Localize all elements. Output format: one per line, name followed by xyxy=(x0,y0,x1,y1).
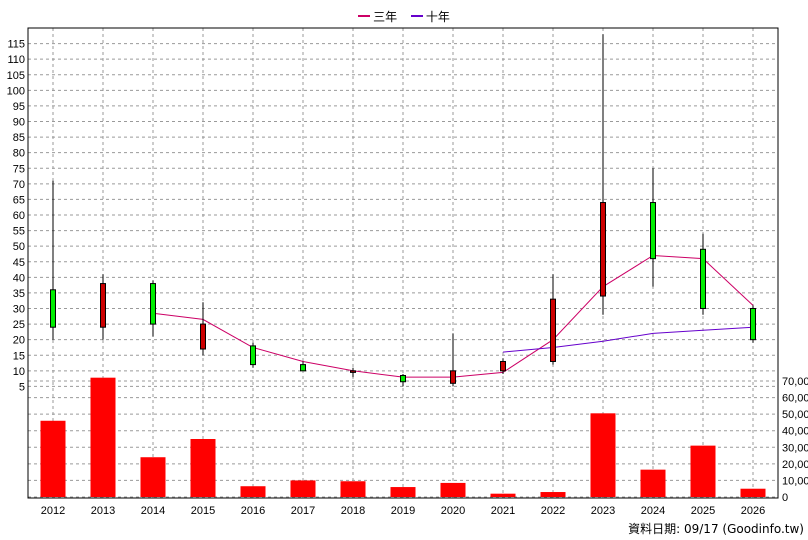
volume-tick-label: 40,000 xyxy=(782,426,808,438)
price-tick-label: 110 xyxy=(7,54,25,66)
volume-bar xyxy=(390,487,416,497)
volume-bar xyxy=(40,420,66,497)
candle-body xyxy=(550,298,556,362)
x-tick-label: 2019 xyxy=(391,505,415,517)
price-tick-label: 60 xyxy=(13,210,25,222)
price-tick-label: 80 xyxy=(13,148,25,160)
candle-body xyxy=(50,289,56,328)
x-tick-label: 2016 xyxy=(241,505,265,517)
candle-body xyxy=(400,375,406,383)
volume-bar xyxy=(590,413,616,497)
volume-tick-label: 0 xyxy=(782,492,788,504)
candle-body xyxy=(600,202,606,297)
source-note: 資料日期: 09/17 (Goodinfo.tw) xyxy=(628,522,804,536)
plot-frame xyxy=(27,27,779,499)
price-tick-label: 65 xyxy=(13,194,25,206)
volume-tick-label: 50,000 xyxy=(782,409,808,421)
price-tick-label: 35 xyxy=(13,288,25,300)
x-tick-label: 2021 xyxy=(491,505,515,517)
price-tick-label: 15 xyxy=(13,350,25,362)
price-tick-label: 55 xyxy=(13,226,25,238)
legend-label-three-year: 三年 xyxy=(373,9,398,24)
legend-item-ten-year: 十年 xyxy=(410,8,450,25)
price-tick-label: 90 xyxy=(13,117,25,129)
volume-bar xyxy=(690,445,716,497)
price-tick-label: 40 xyxy=(13,272,25,284)
volume-bar xyxy=(290,480,316,497)
price-tick-label: 25 xyxy=(13,319,25,331)
volume-bar xyxy=(240,486,266,497)
price-tick-label: 85 xyxy=(13,132,25,144)
volume-bar xyxy=(540,492,566,497)
candle-body xyxy=(300,364,306,372)
ten-year-line xyxy=(502,326,754,353)
candle-body xyxy=(500,360,506,372)
x-tick-label: 2026 xyxy=(741,505,765,517)
legend: 三年 十年 xyxy=(0,6,808,25)
price-tick-label: 75 xyxy=(13,163,25,175)
price-tick-label: 45 xyxy=(13,257,25,269)
price-tick-label: 105 xyxy=(7,70,25,82)
legend-swatch-ten-year xyxy=(410,15,423,17)
price-tick-label: 100 xyxy=(7,85,25,97)
price-tick-label: 5 xyxy=(19,381,25,393)
price-tick-label: 10 xyxy=(13,366,25,378)
x-tick-label: 2014 xyxy=(141,505,165,517)
x-tick-label: 2018 xyxy=(341,505,365,517)
legend-item-three-year: 三年 xyxy=(358,8,397,25)
volume-bar xyxy=(190,439,216,497)
price-tick-label: 95 xyxy=(13,101,25,113)
volume-bar xyxy=(140,457,166,497)
candle-body xyxy=(700,248,706,310)
candle-body xyxy=(650,202,656,260)
volume-bar xyxy=(440,482,466,497)
candle-body xyxy=(100,283,106,328)
candle-body xyxy=(750,308,756,341)
legend-swatch-three-year xyxy=(358,15,371,17)
x-tick-label: 2013 xyxy=(91,505,115,517)
price-tick-label: 30 xyxy=(13,304,25,316)
volume-bar xyxy=(490,493,516,497)
volume-bar xyxy=(740,488,766,497)
volume-bar xyxy=(640,469,666,497)
volume-tick-label: 20,000 xyxy=(782,459,808,471)
x-tick-label: 2022 xyxy=(541,505,565,517)
volume-tick-label: 10,000 xyxy=(782,475,808,487)
x-tick-label: 2023 xyxy=(591,505,615,517)
price-tick-label: 50 xyxy=(13,241,25,253)
x-tick-label: 2012 xyxy=(41,505,65,517)
x-tick-label: 2017 xyxy=(291,505,315,517)
candle-body xyxy=(150,283,156,325)
volume-tick-label: 30,000 xyxy=(782,442,808,454)
price-tick-label: 70 xyxy=(13,179,25,191)
x-tick-label: 2024 xyxy=(641,505,665,517)
volume-bar xyxy=(340,481,366,497)
candle-body xyxy=(250,345,256,366)
price-tick-label: 20 xyxy=(13,335,25,347)
price-tick-label: 115 xyxy=(7,39,25,51)
legend-label-ten-year: 十年 xyxy=(425,9,450,24)
volume-tick-label: 60,000 xyxy=(782,393,808,405)
x-tick-label: 2015 xyxy=(191,505,215,517)
candle-body xyxy=(350,370,356,373)
x-tick-label: 2025 xyxy=(691,505,715,517)
volume-bar xyxy=(90,377,116,497)
candle-body xyxy=(450,370,456,384)
candle-body xyxy=(200,323,206,350)
volume-tick-label: 70,000 xyxy=(782,376,808,388)
x-tick-label: 2020 xyxy=(441,505,465,517)
